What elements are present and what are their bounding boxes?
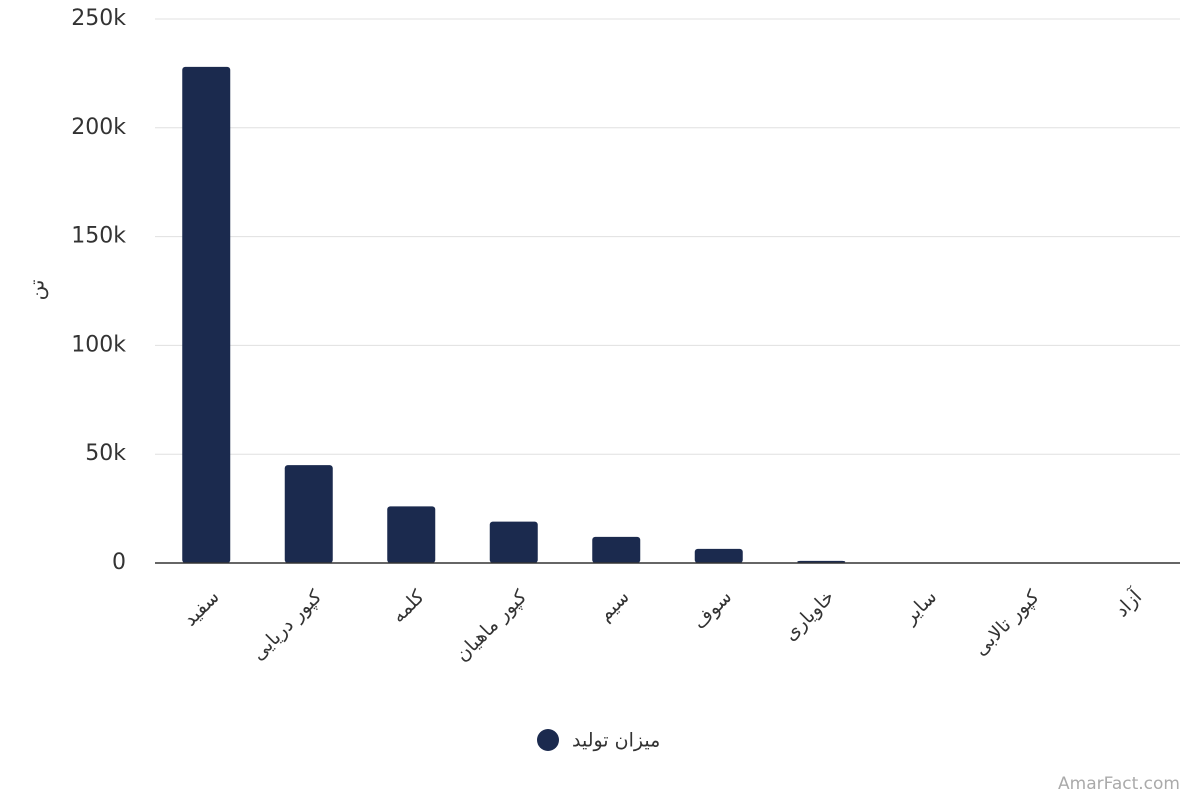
y-tick-label: 0 [112,550,126,575]
bar [694,548,743,563]
watermark: AmarFact.com [1058,774,1180,794]
bar [284,465,333,563]
x-tick-label: خاویاری [779,586,838,645]
x-tick-label: سیم [594,586,634,626]
x-tick-label: سوف [688,586,736,634]
y-tick-label: 250k [71,6,126,31]
x-tick-label: آزاد [1109,584,1146,621]
y-tick-label: 50k [85,441,126,466]
x-tick-label: کپور تالابی [970,585,1045,660]
bar [182,66,231,563]
bar [489,521,538,563]
bar [387,506,436,563]
legend-label[interactable]: میزان تولید [572,730,660,752]
x-tick-label: کپور دریایی [247,585,327,665]
y-tick-label: 100k [71,332,126,357]
y-axis-label: تن [25,280,49,301]
legend-marker [537,729,559,751]
y-tick-label: 200k [71,115,126,140]
x-tick-label: سفید [179,586,224,631]
x-tick-label: کلمه [387,585,429,627]
x-tick-label: کپور ماهیان [451,585,532,666]
bar [592,536,641,563]
y-tick-label: 150k [71,224,126,249]
x-tick-label: سایر [898,586,941,629]
